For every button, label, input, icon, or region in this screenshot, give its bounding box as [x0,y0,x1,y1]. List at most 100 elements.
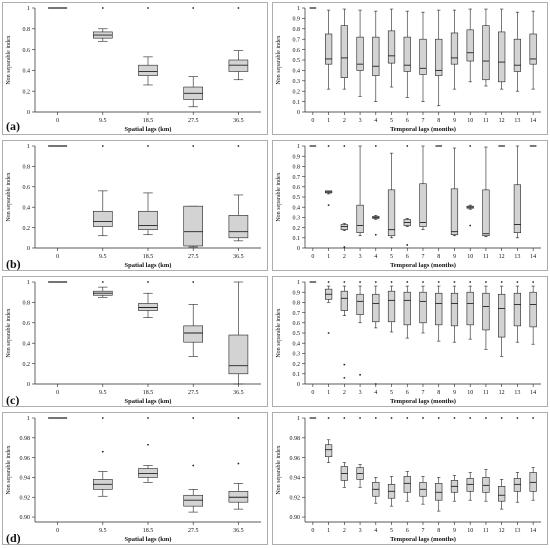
box-outlier [101,7,104,9]
y-tick-label: 0.92 [20,495,31,501]
box-iqr [482,25,490,81]
box-5 [387,8,396,88]
box-14 [529,10,537,90]
y-axis-label: Non separable index [276,308,282,357]
x-tick-label: 12 [499,254,505,260]
box-outlier [327,281,330,283]
box-outlier [374,145,377,147]
y-tick-label: 0.2 [23,362,31,368]
box-outlier [469,224,472,227]
box-iqr [419,291,427,324]
x-tick-label: 14 [530,118,536,124]
x-tick-label: 3 [359,254,362,260]
x-tick-label: 2 [343,118,346,124]
x-tick-label: 36.5 [233,254,244,260]
x-tick-label: 0 [56,390,59,396]
box-outlier [359,373,361,376]
y-tick-label: 0.6 [293,48,301,54]
box-outlier [147,443,149,446]
y-tick-label: 0.98 [290,436,301,442]
x-tick-label: 27.5 [188,118,199,124]
y-tick-label: 1 [297,6,300,12]
y-tick-label: 1 [27,280,30,286]
box-iqr [403,476,411,493]
x-tick-label: 0 [311,390,314,396]
x-tick-label: 2 [343,390,346,396]
y-tick-label: 0.6 [293,185,301,191]
box-outlier [469,281,472,283]
y-tick-label: 1 [27,6,30,12]
box-iqr [340,224,348,230]
box-13 [513,11,522,92]
box-18.5 [138,145,158,236]
box-outlier [192,417,195,419]
x-tick-label: 8 [437,528,440,534]
x-tick-label: 0 [56,118,59,124]
box-9.5 [93,145,113,237]
box-27.5 [183,7,203,108]
y-tick-label: 0.8 [23,301,31,307]
box-9.5 [93,281,113,298]
x-tick-label: 11 [483,254,489,260]
chart-panel-2: 00.10.20.30.40.50.60.70.80.910 1 2 3 4 5 6 7 8 9 1… [272,2,548,135]
box-iqr [387,189,396,237]
box-5 [387,417,396,507]
box-iqr [324,444,333,457]
box-iqr [466,29,474,62]
y-tick-label: 0.8 [23,27,31,33]
box-iqr [228,215,249,239]
box-iqr [387,30,396,64]
y-tick-label: 0.3 [293,352,301,358]
y-tick-label: 0.98 [20,436,31,442]
box-outlier [192,7,195,9]
x-tick-label: 12 [499,390,505,396]
x-tick-label: 0 [56,528,59,534]
box-12 [498,8,506,90]
x-tick-label: 13 [514,254,520,260]
y-tick-label: 0.4 [293,69,301,75]
box-2 [340,281,348,379]
box-18.5 [138,417,158,483]
box-iqr [513,292,522,327]
box-36.5 [228,417,249,510]
x-tick-label: 6 [406,390,409,396]
x-tick-label: 6 [406,118,409,124]
box-iqr [529,291,537,328]
panel-frame [2,2,268,135]
box-iqr [356,204,364,234]
box-iqr [466,478,474,492]
box-7 [419,145,427,230]
box-36.5 [228,145,249,242]
box-iqr [372,36,380,76]
box-outlier [485,281,487,283]
row-label: (a) [6,119,20,133]
box-iqr [419,38,427,75]
y-tick-label: 0 [27,382,30,388]
box-outlier [406,281,409,283]
box-outlier [453,281,456,283]
box-iqr [356,293,364,315]
box-3 [356,417,364,488]
y-tick-label: 0.7 [293,175,301,181]
box-outlier [147,145,149,147]
chart-panel-6: 00.10.20.30.40.50.60.70.80.910 1 2 3 4 5 6 7 8 9 1… [272,276,548,407]
x-tick-label: 9.5 [99,528,107,534]
box-iqr [498,31,506,83]
box-iqr [324,33,333,65]
box-outlier [327,204,330,207]
y-tick-label: 0.7 [293,311,301,317]
x-tick-label: 4 [374,390,377,396]
box-3 [356,9,364,97]
box-outlier [327,417,330,419]
box-1 [324,281,333,334]
box-outlier [192,145,195,147]
box-iqr [450,292,459,327]
box-outlier [237,462,240,465]
chart-panel-5: 0 0.2 0.4 0.6 0.8 1 0 9.5 18.5 27.5 36.5 Spatial la… [2,276,268,407]
box-5 [387,152,396,239]
x-tick-label: 7 [422,390,425,396]
box-outlier [406,244,409,246]
y-tick-label: 1 [297,416,300,422]
y-tick-label: 0.8 [293,301,301,307]
